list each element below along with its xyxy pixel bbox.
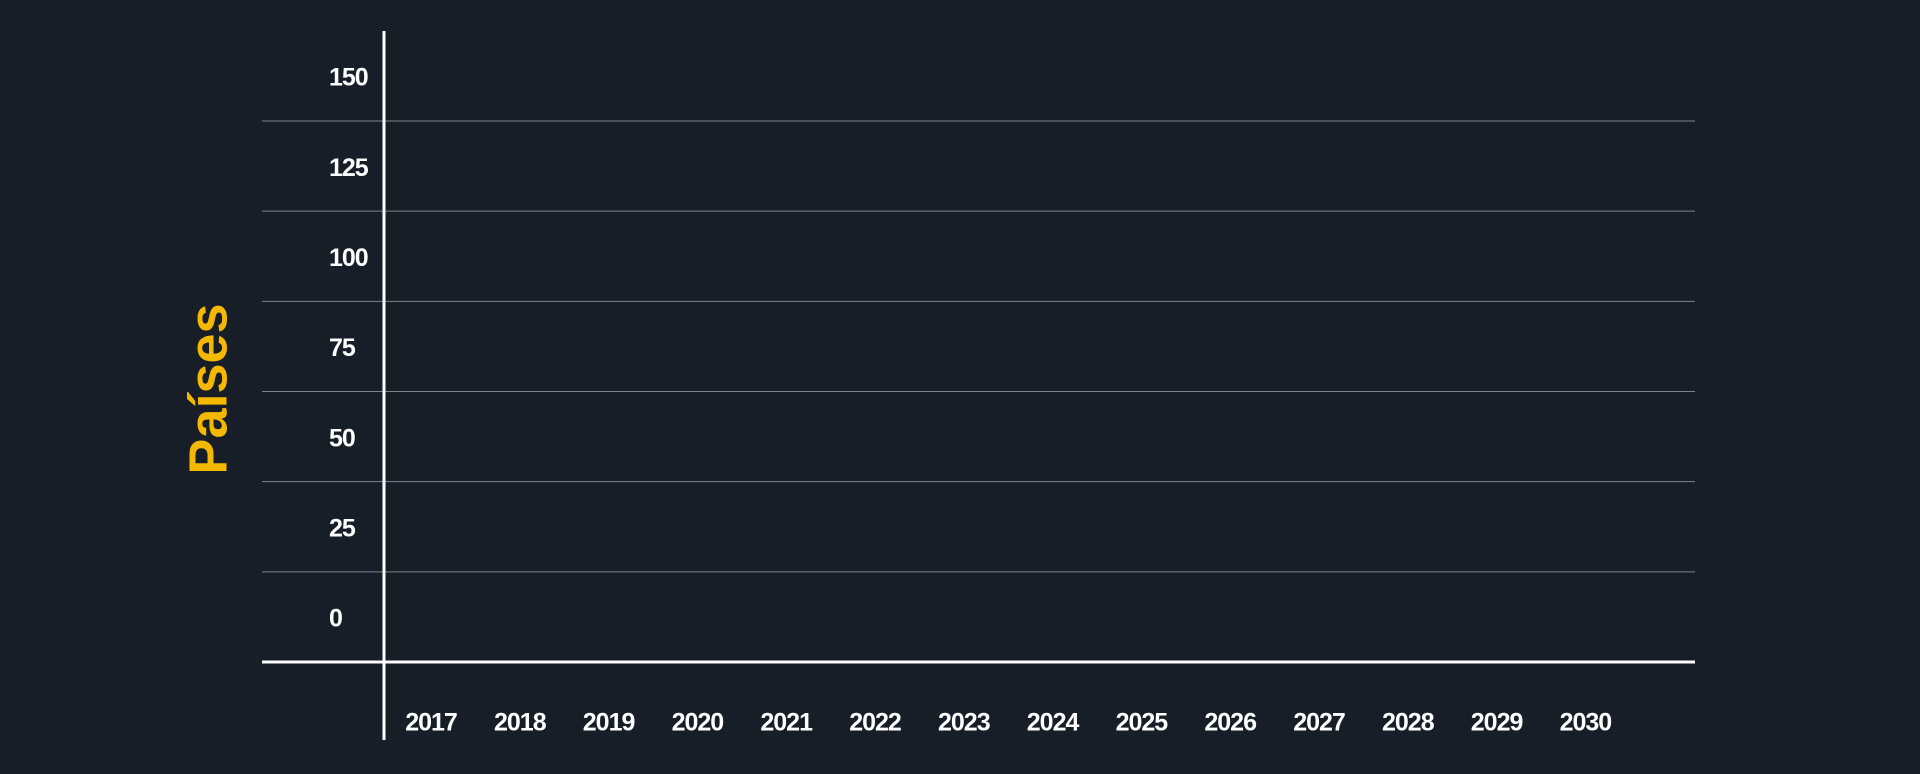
x-tick-label: 2017: [405, 709, 457, 737]
x-tick-label: 2025: [1116, 709, 1169, 737]
y-axis-label: Países: [178, 303, 238, 474]
x-tick-label: 2028: [1382, 709, 1435, 737]
y-tick-label: 50: [329, 424, 355, 452]
plot-area: 0 25 50 75 100 125 150 2017 2018 2019 2020 2021 2022…: [262, 64, 1695, 737]
x-tick-label: 2020: [672, 709, 724, 737]
x-tick-label: 2024: [1027, 709, 1080, 737]
x-tick-label: 2023: [938, 709, 990, 737]
y-tick-label: 100: [329, 244, 368, 272]
x-tick-label: 2027: [1293, 709, 1345, 737]
x-tick-label: 2029: [1471, 709, 1523, 737]
x-tick-label: 2030: [1560, 709, 1612, 737]
x-tick-label: 2019: [583, 709, 635, 737]
y-tick-label: 25: [329, 514, 356, 542]
x-tick-label: 2018: [494, 709, 547, 737]
y-tick-label: 75: [329, 334, 356, 362]
x-tick-label: 2021: [760, 709, 813, 737]
y-tick-label: 0: [329, 605, 342, 633]
x-tick-label: 2022: [849, 709, 901, 737]
y-tick-label: 125: [329, 154, 369, 182]
x-tick-label: 2026: [1204, 709, 1256, 737]
y-tick-label: 150: [329, 64, 368, 92]
